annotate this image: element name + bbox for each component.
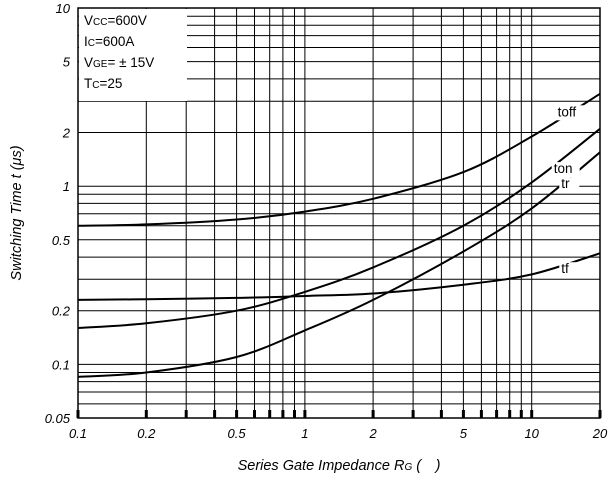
x-axis-title: Series Gate Impedance RG ( ) — [238, 458, 441, 474]
y-tick-label: 10 — [56, 1, 71, 16]
plot-frame — [77, 7, 601, 419]
x-tick-label: 10 — [524, 426, 539, 441]
condition-subscript: GE — [93, 59, 108, 70]
x-tick-label: 20 — [592, 426, 608, 441]
x-title-subscript: G — [404, 462, 412, 473]
x-title-main: Series Gate Impedance — [238, 458, 394, 474]
series-label-bg — [555, 105, 592, 121]
series-label-tf: tf — [561, 261, 569, 276]
y-title-main: Switching Time — [9, 178, 25, 280]
x-tick-label: 0.2 — [137, 426, 156, 441]
series-line-ton — [77, 128, 601, 329]
condition-symbol: V — [84, 13, 93, 28]
condition-line: VGE= ± 15V — [84, 55, 154, 70]
x-tick-label: 0.1 — [69, 426, 87, 441]
series-label-bg — [551, 162, 580, 178]
x-tick-labels: 0.1 0.2 0.5 1 2 5 10 20 — [69, 426, 608, 441]
x-axis-major-ticks — [76, 410, 602, 418]
series-label-tr: tr — [561, 176, 570, 191]
y-tick-label: 2 — [62, 126, 71, 141]
condition-value: = ± 15V — [107, 55, 154, 70]
x-tick-label: 5 — [460, 426, 468, 441]
series-label-ton: ton — [554, 161, 573, 176]
condition-value: =600A — [95, 34, 134, 49]
x-title-unit: ( ) — [412, 458, 440, 474]
y-tick-label: 0.05 — [45, 411, 71, 426]
condition-value: =600V — [107, 13, 146, 28]
series-line-tr — [77, 151, 601, 378]
condition-symbol: V — [84, 55, 93, 70]
conditions-background — [79, 9, 187, 101]
y-axis-title: Switching Time t (μs) — [9, 145, 25, 280]
series-label-bg — [559, 177, 580, 193]
y-tick-label: 5 — [63, 55, 71, 70]
condition-subscript: C — [88, 38, 95, 49]
y-title-variable: t — [9, 173, 25, 178]
condition-line: IC=600A — [84, 34, 134, 49]
series-label-toff: toff — [558, 104, 577, 119]
y-tick-labels: 0.05 0.1 0.2 0.5 1 2 5 10 — [45, 1, 71, 426]
condition-value: =25 — [99, 76, 122, 91]
y-tick-label: 0.2 — [52, 304, 71, 319]
series-line-toff — [77, 92, 601, 227]
x-title-variable: R — [394, 458, 405, 474]
series-curves — [77, 92, 601, 378]
series-line-tf — [77, 252, 601, 301]
condition-line: VCC=600V — [84, 13, 147, 28]
x-tick-label: 1 — [301, 426, 308, 441]
condition-subscript: C — [92, 80, 99, 91]
x-tick-label: 2 — [368, 426, 377, 441]
condition-line: TC=25 — [84, 76, 122, 91]
y-tick-label: 0.1 — [52, 357, 70, 372]
x-tick-label: 0.5 — [228, 426, 247, 441]
y-tick-label: 0.5 — [52, 233, 71, 248]
condition-subscript: CC — [93, 17, 107, 28]
y-tick-label: 1 — [63, 179, 70, 194]
series-label-bg — [559, 262, 580, 278]
condition-symbol: T — [84, 76, 92, 91]
condition-symbol: I — [84, 34, 88, 49]
y-title-unit: (μs) — [9, 145, 25, 174]
